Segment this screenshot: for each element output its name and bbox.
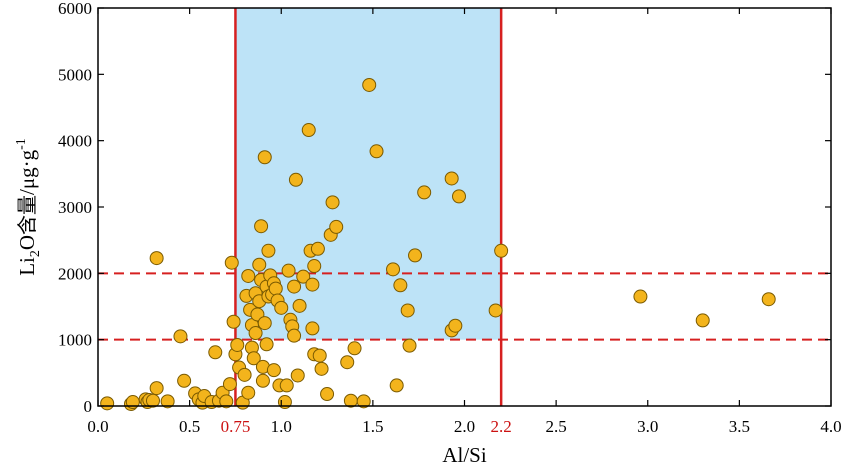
data-point <box>320 387 335 402</box>
data-point <box>230 337 245 352</box>
x-tick-label: 1.0 <box>271 417 292 436</box>
data-point <box>208 345 223 360</box>
data-point <box>329 219 344 234</box>
x-tick-label: 3.0 <box>637 417 658 436</box>
data-point <box>305 277 320 292</box>
x-axis-ticks: 0.0 0.5 1.0 1.5 2.0 2.5 3.0 3.5 4.0 0.75 2.2 <box>87 8 842 436</box>
data-point <box>312 348 327 363</box>
x-tick-label: 1.5 <box>362 417 383 436</box>
y-title-unit: /μg·g <box>15 149 39 195</box>
y-title-base: Li <box>15 257 39 276</box>
data-point <box>149 251 164 266</box>
x-tick-label: 2.5 <box>546 417 567 436</box>
data-point <box>266 363 281 378</box>
data-point <box>254 219 269 234</box>
data-point <box>248 326 263 341</box>
y-tick-label: 0 <box>84 397 93 416</box>
data-point <box>356 394 371 409</box>
horizontal-dashed-lines <box>98 272 831 341</box>
data-point <box>149 381 164 396</box>
data-point <box>290 368 305 383</box>
data-point <box>255 373 270 388</box>
data-point <box>177 373 192 388</box>
data-point <box>314 361 329 376</box>
data-point <box>362 77 377 92</box>
data-point <box>695 313 710 328</box>
x-highlight-tick-label: 0.75 <box>221 417 251 436</box>
data-point <box>305 321 320 336</box>
data-point <box>160 394 175 409</box>
data-point <box>633 289 648 304</box>
data-point <box>261 243 276 258</box>
data-point <box>288 172 303 187</box>
y-tick-label: 1000 <box>58 331 92 350</box>
data-point <box>268 281 283 296</box>
x-tick-label: 0.0 <box>87 417 108 436</box>
data-point <box>347 341 362 356</box>
data-point <box>452 189 467 204</box>
data-point <box>173 329 188 344</box>
data-point <box>246 351 261 366</box>
data-point <box>296 269 311 284</box>
data-point <box>292 298 307 313</box>
data-point <box>343 393 358 408</box>
data-point <box>325 195 340 210</box>
svg-text:Li2O含量/μg·g-1: Li2O含量/μg·g-1 <box>14 138 43 276</box>
data-point <box>287 328 302 343</box>
y-title-cjk: 含量 <box>15 195 39 235</box>
data-point <box>301 123 316 138</box>
data-point <box>488 303 503 318</box>
y-tick-label: 4000 <box>58 132 92 151</box>
data-point <box>252 257 267 272</box>
data-point <box>279 378 294 393</box>
data-point <box>287 279 302 294</box>
data-point <box>494 243 509 258</box>
data-point <box>100 396 115 411</box>
data-point <box>237 367 252 382</box>
data-point <box>417 185 432 200</box>
data-point <box>241 385 256 400</box>
data-point <box>241 268 256 283</box>
data-point <box>761 292 776 307</box>
y-tick-label: 3000 <box>58 198 92 217</box>
data-point <box>219 394 234 409</box>
x-axis-title: Al/Si <box>442 443 487 467</box>
data-point <box>224 255 239 270</box>
data-point <box>402 338 417 353</box>
data-point <box>448 318 463 333</box>
data-point <box>340 355 355 370</box>
data-point <box>257 316 272 331</box>
x-tick-label: 0.5 <box>179 417 200 436</box>
data-point <box>400 303 415 318</box>
data-point <box>226 314 241 329</box>
data-point <box>259 337 274 352</box>
y-tick-label: 2000 <box>58 264 92 283</box>
y-axis-ticks: 0 1000 2000 3000 4000 5000 6000 <box>58 0 831 416</box>
y-title-rest: O <box>15 235 39 250</box>
data-point <box>408 248 423 263</box>
data-point <box>444 171 459 186</box>
data-points <box>100 77 776 412</box>
data-point <box>307 259 322 274</box>
y-tick-label: 5000 <box>58 65 92 84</box>
data-point <box>222 377 237 392</box>
y-title-subscript: 2 <box>28 250 43 257</box>
data-point <box>393 278 408 293</box>
y-axis-title: Li2O含量/μg·g-1 <box>14 138 43 276</box>
x-tick-label: 3.5 <box>729 417 750 436</box>
data-point <box>257 150 272 165</box>
x-tick-label: 4.0 <box>820 417 841 436</box>
y-tick-label: 6000 <box>58 0 92 18</box>
data-point <box>369 144 384 159</box>
x-tick-label: 2.0 <box>454 417 475 436</box>
data-point <box>389 378 404 393</box>
data-point <box>281 263 296 278</box>
data-point <box>274 300 289 315</box>
y-title-unit-sup: -1 <box>14 138 29 150</box>
data-point <box>145 393 160 408</box>
data-point <box>310 241 325 256</box>
x-highlight-tick-label: 2.2 <box>491 417 512 436</box>
data-point <box>386 262 401 277</box>
